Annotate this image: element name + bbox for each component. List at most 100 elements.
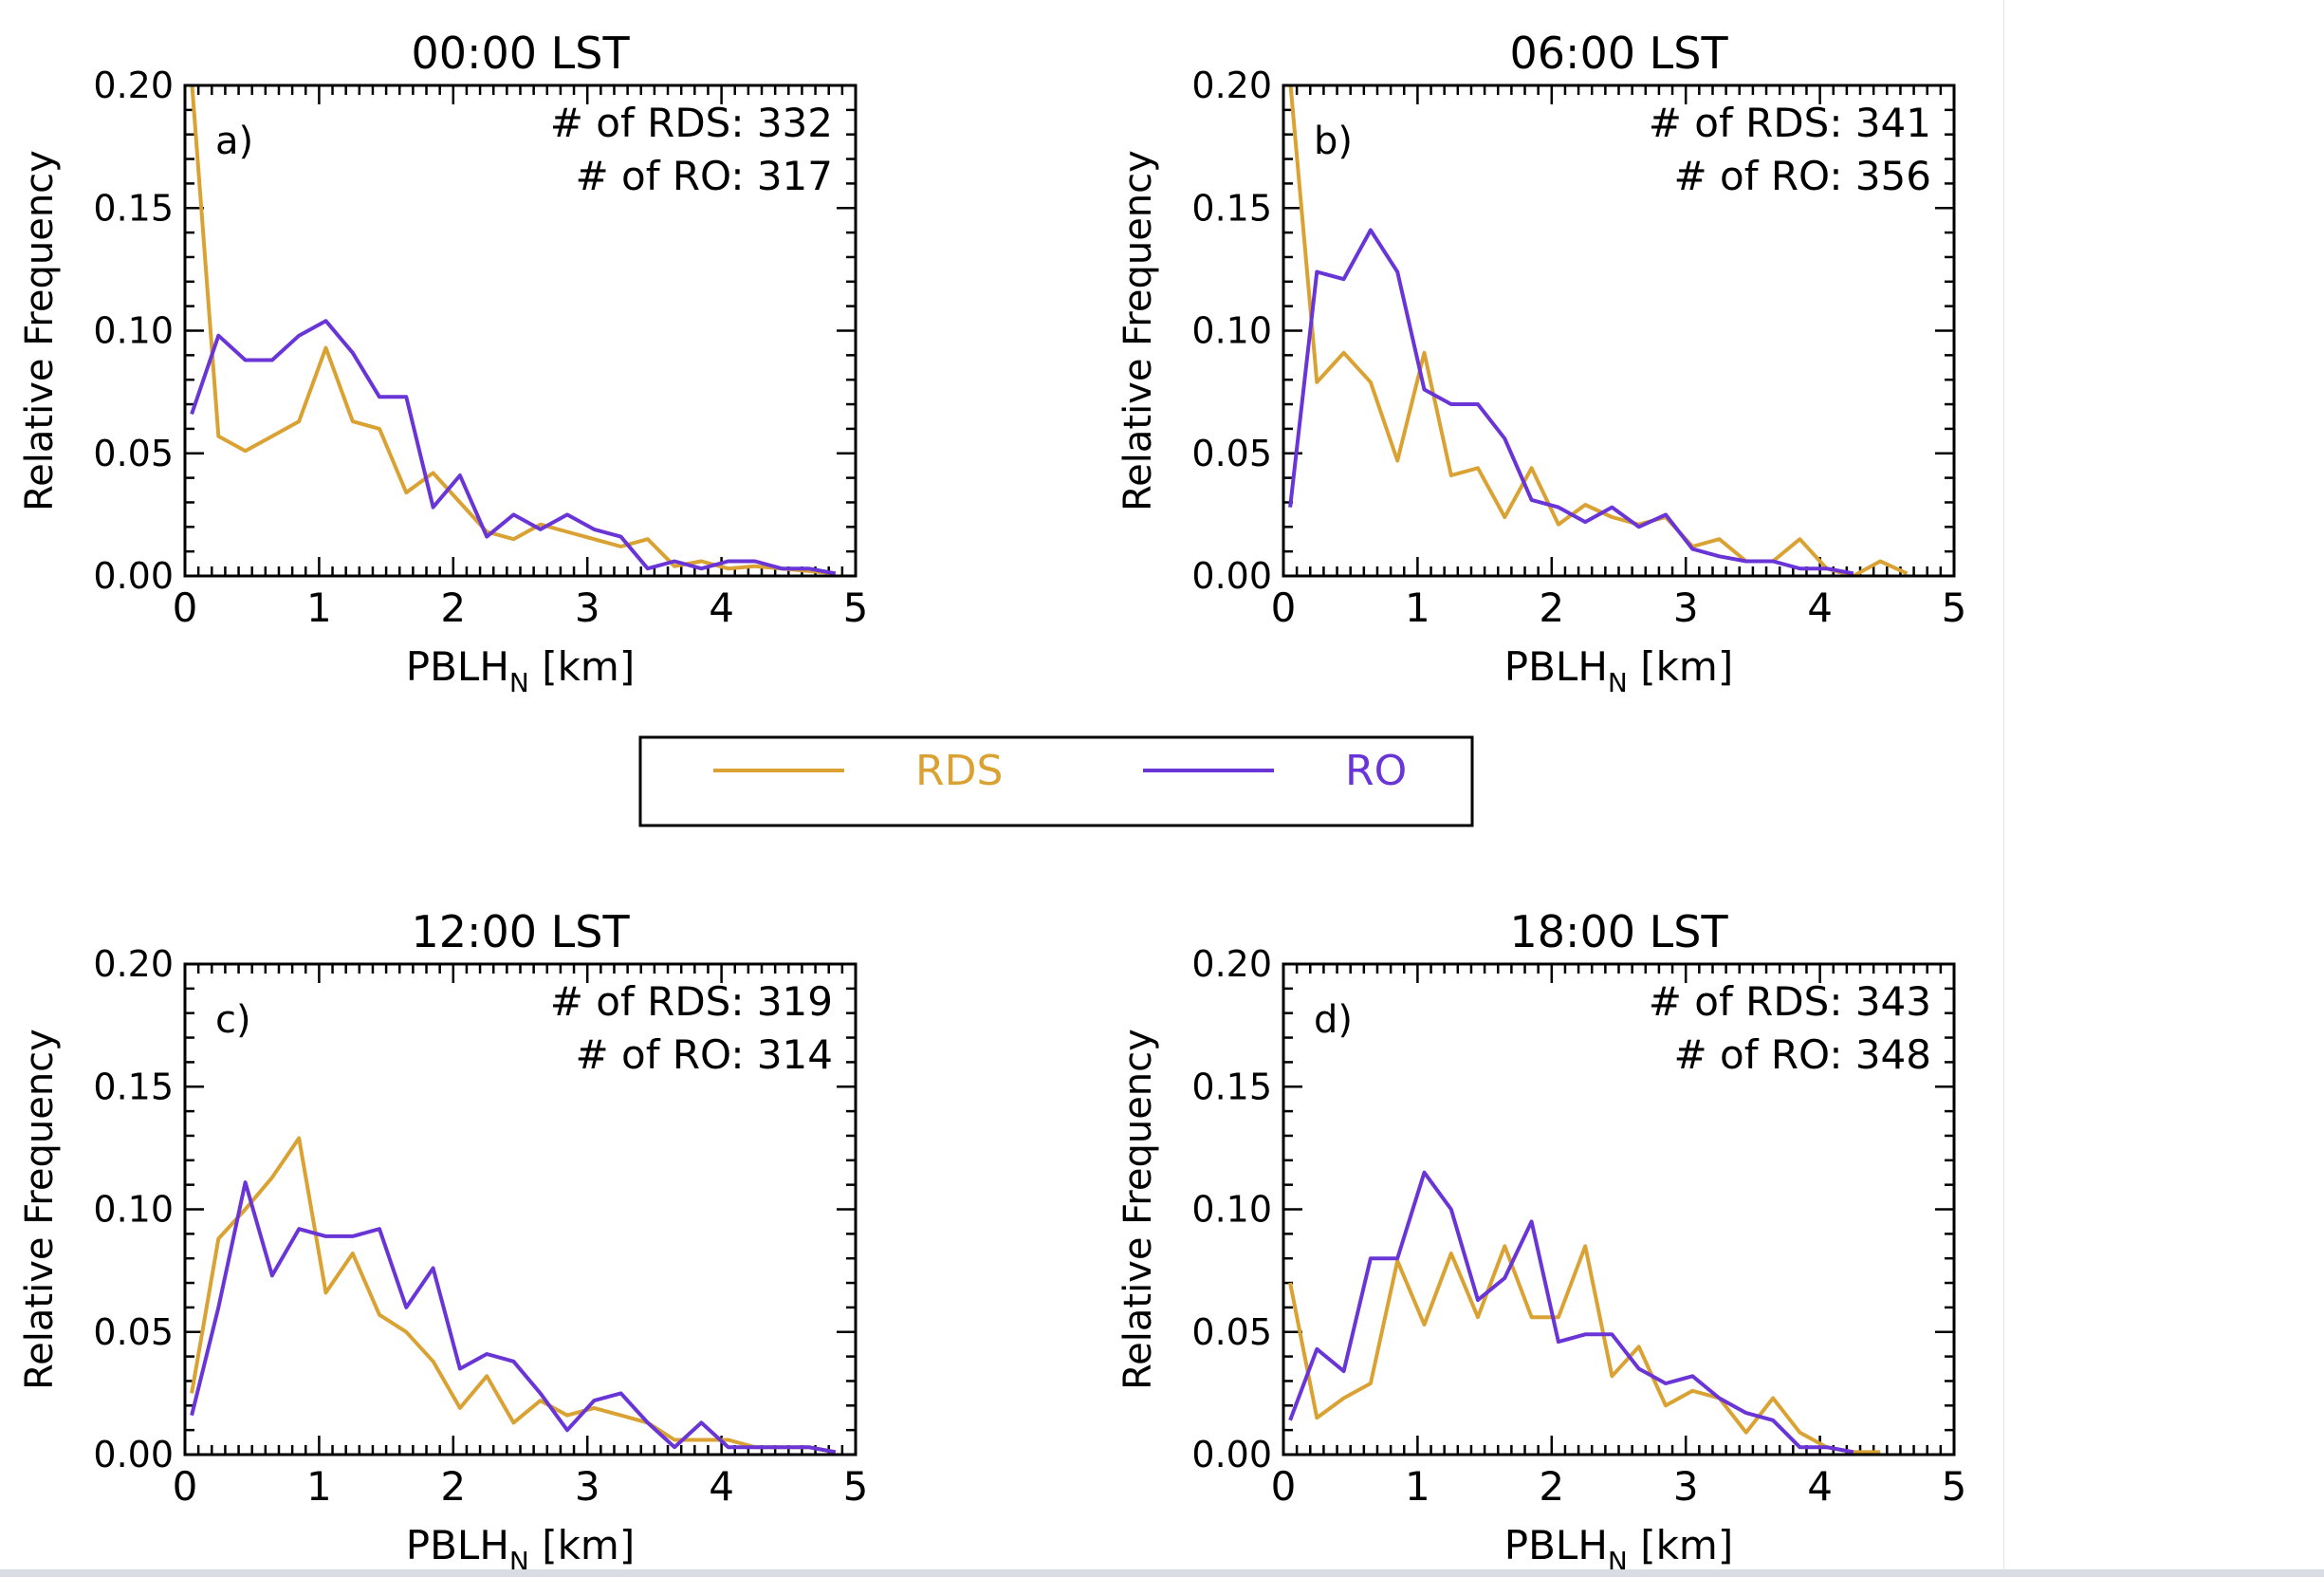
x-tick-label: 5 [1942, 1463, 1967, 1510]
x-tick-label: 1 [306, 584, 332, 631]
y-tick-label: 0.05 [93, 1311, 174, 1353]
y-tick-label: 0.00 [93, 1434, 174, 1475]
x-tick-label: 2 [440, 584, 466, 631]
panel-title: 12:00 LST [411, 906, 630, 957]
x-axis-label: PBLHN [km] [1504, 643, 1733, 698]
x-tick-label: 3 [1673, 584, 1699, 631]
x-tick-label: 1 [1405, 1463, 1430, 1510]
y-tick-label: 0.10 [93, 310, 174, 352]
y-tick-label: 0.15 [93, 187, 174, 229]
y-tick-label: 0.00 [1191, 1434, 1272, 1475]
x-axis-label: PBLHN [km] [406, 643, 635, 698]
panel-label: c) [215, 998, 251, 1042]
x-tick-label: 2 [1539, 1463, 1564, 1510]
y-tick-label: 0.00 [1191, 555, 1272, 597]
ro-count-label: # of RO: 356 [1673, 153, 1931, 199]
x-axis-label-sub: N [509, 667, 529, 698]
y-tick-label: 0.20 [93, 65, 174, 106]
x-axis-label-main: PBLH [1504, 1522, 1608, 1568]
series-line-ro [1288, 228, 1854, 576]
x-axis-label-sub: N [1608, 1546, 1628, 1569]
panel-label: d) [1314, 998, 1353, 1042]
rds-count-label: # of RDS: 341 [1649, 100, 1931, 146]
x-axis-label-main: PBLH [406, 643, 509, 690]
y-tick-label: 0.20 [93, 943, 174, 985]
series-line-rds [1288, 1244, 1881, 1455]
y-axis-label: Relative Frequency [1116, 1029, 1160, 1390]
legend-label-ro: RO [1345, 747, 1407, 795]
window-bottom-edge [0, 1569, 2324, 1577]
rds-count-label: # of RDS: 343 [1649, 978, 1931, 1025]
y-tick-label: 0.05 [1191, 433, 1272, 474]
x-tick-label: 4 [1807, 584, 1833, 631]
y-tick-label: 0.10 [1191, 310, 1272, 352]
series-line-ro [1288, 1170, 1854, 1455]
right-margin [2003, 0, 2324, 1577]
figure-canvas: 0 1 2 3 4 5 0.00 0.05 0.10 0.15 0.20 00:00 LST a) # o… [18, 28, 1967, 1577]
x-tick-label: 5 [1942, 584, 1967, 631]
x-axis-label-sub: N [1608, 667, 1628, 698]
x-tick-label: 2 [1539, 584, 1564, 631]
y-tick-label: 0.15 [1191, 1066, 1272, 1107]
x-tick-label: 4 [709, 584, 734, 631]
ro-count-label: # of RO: 317 [575, 153, 833, 199]
panel-title: 06:00 LST [1509, 28, 1728, 79]
x-axis-label-unit: [km] [1628, 643, 1733, 690]
series-line-ro [190, 1180, 837, 1455]
x-tick-label: 2 [440, 1463, 466, 1510]
x-axis-label: PBLHN [km] [406, 1522, 635, 1569]
x-tick-label: 5 [843, 1463, 869, 1510]
legend-box [638, 735, 1474, 827]
series-line-rds [190, 1136, 837, 1455]
x-tick-label: 1 [306, 1463, 332, 1510]
x-tick-label: 4 [1807, 1463, 1833, 1510]
x-tick-label: 3 [575, 584, 600, 631]
chart-panel-d: 0 1 2 3 4 5 0.00 0.05 0.10 0.15 0.20 18:00 LST d) # o… [1116, 906, 1967, 1577]
chart-panel-b: 0 1 2 3 4 5 0.00 0.05 0.10 0.15 0.20 06:00 LST b) # o… [1116, 28, 1966, 698]
chart-panel-c: 0 1 2 3 4 5 0.00 0.05 0.10 0.15 0.20 12:00 LST c) # o… [18, 906, 869, 1577]
y-tick-label: 0.20 [1191, 943, 1272, 985]
y-tick-label: 0.20 [1191, 65, 1272, 106]
x-axis-label-unit: [km] [529, 643, 635, 690]
y-tick-label: 0.10 [1191, 1189, 1272, 1231]
x-tick-label: 0 [1271, 1463, 1297, 1510]
x-tick-label: 1 [1405, 584, 1430, 631]
legend: RDS RO [638, 735, 1474, 827]
x-tick-label: 3 [575, 1463, 600, 1510]
ro-count-label: # of RO: 314 [575, 1031, 833, 1078]
plot-frame [183, 962, 858, 1456]
panel-title: 18:00 LST [1509, 906, 1728, 957]
plot-frame [1282, 83, 1956, 578]
x-tick-label: 0 [1271, 584, 1297, 631]
y-tick-label: 0.05 [1191, 1311, 1272, 1353]
plot-frame [1282, 962, 1956, 1456]
series-line-rds [190, 85, 836, 576]
panel-label: b) [1314, 120, 1353, 163]
rds-count-label: # of RDS: 319 [550, 978, 833, 1025]
y-axis-label: Relative Frequency [18, 150, 62, 511]
x-tick-label: 0 [173, 584, 198, 631]
ro-count-label: # of RO: 348 [1673, 1031, 1931, 1078]
y-axis-label: Relative Frequency [1116, 150, 1160, 511]
panel-label: a) [215, 120, 253, 163]
x-axis-label: PBLHN [km] [1504, 1522, 1733, 1569]
series-line-rds [1288, 85, 1909, 576]
y-tick-label: 0.15 [1191, 187, 1272, 229]
plot-frame [183, 83, 858, 578]
x-axis-label-sub: N [509, 1546, 529, 1569]
y-axis-label: Relative Frequency [18, 1029, 62, 1390]
legend-label-rds: RDS [915, 747, 1003, 795]
y-tick-label: 0.05 [93, 433, 174, 474]
x-tick-label: 5 [843, 584, 869, 631]
y-tick-label: 0.15 [93, 1066, 174, 1107]
rds-count-label: # of RDS: 332 [550, 100, 833, 146]
y-tick-label: 0.00 [93, 555, 174, 597]
panel-title: 00:00 LST [411, 28, 630, 79]
x-tick-label: 3 [1673, 1463, 1699, 1510]
series-line-ro [190, 319, 837, 576]
y-tick-label: 0.10 [93, 1189, 174, 1231]
chart-panel-a: 0 1 2 3 4 5 0.00 0.05 0.10 0.15 0.20 00:00 LST a) # o… [18, 28, 868, 698]
figure-svg: 0 1 2 3 4 5 0.00 0.05 0.10 0.15 0.20 00:00 LST a) # o… [18, 28, 1967, 1577]
x-axis-label-main: PBLH [1504, 643, 1608, 690]
x-axis-label-main: PBLH [406, 1522, 509, 1568]
